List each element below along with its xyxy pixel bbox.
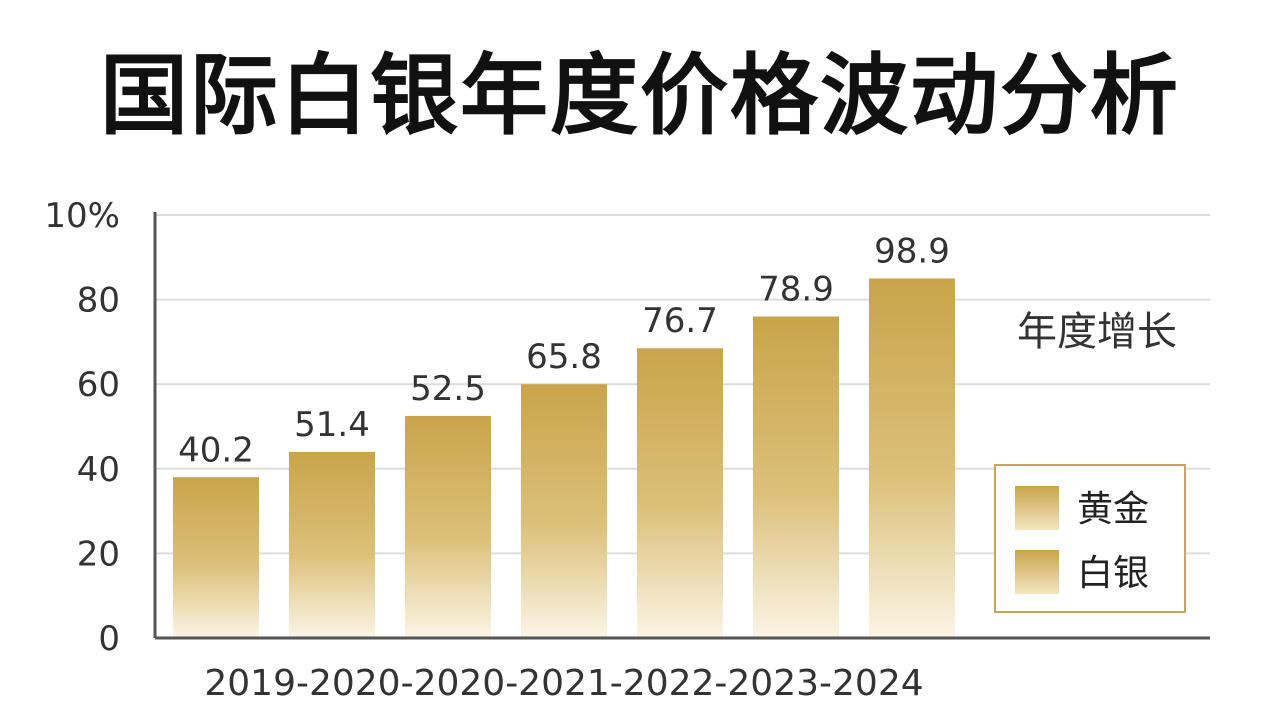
bar — [753, 316, 839, 638]
y-unit-label: 10% — [44, 196, 120, 236]
data-label: 40.2 — [178, 430, 254, 470]
bar — [637, 348, 723, 638]
data-label: 76.7 — [642, 301, 718, 341]
bar — [521, 384, 607, 638]
data-label: 78.9 — [758, 270, 834, 310]
y-axis-ticks: 0 20 40 60 80 10% — [44, 196, 120, 659]
legend-swatch-gold — [1015, 486, 1059, 530]
y-tick-label: 40 — [77, 450, 120, 490]
legend-label-silver: 白银 — [1077, 553, 1149, 594]
bar — [869, 278, 955, 638]
data-label: 98.9 — [874, 231, 950, 271]
side-label: 年度增长 — [1017, 309, 1177, 355]
data-label: 51.4 — [294, 405, 370, 445]
bar — [173, 477, 259, 638]
bar — [289, 451, 375, 638]
y-tick-label: 0 — [98, 619, 120, 659]
legend: 黄金 白银 — [994, 464, 1186, 613]
bars — [173, 278, 955, 638]
x-axis-labels: 2019-2020-2020-2021-2022-2023-2024 — [204, 663, 923, 704]
y-tick-label: 80 — [77, 281, 120, 321]
legend-label-gold: 黄金 — [1077, 489, 1149, 530]
data-labels: 40.2 51.4 52.5 65.8 76.7 78.9 98.9 — [178, 231, 950, 470]
y-tick-label: 60 — [77, 365, 120, 405]
bar — [405, 415, 491, 638]
y-tick-label: 20 — [77, 534, 120, 574]
data-label: 65.8 — [526, 337, 602, 377]
chart-title: 国际白银年度价格波动分析 — [99, 44, 1180, 147]
legend-swatch-silver — [1015, 550, 1059, 594]
data-label: 52.5 — [410, 369, 486, 409]
